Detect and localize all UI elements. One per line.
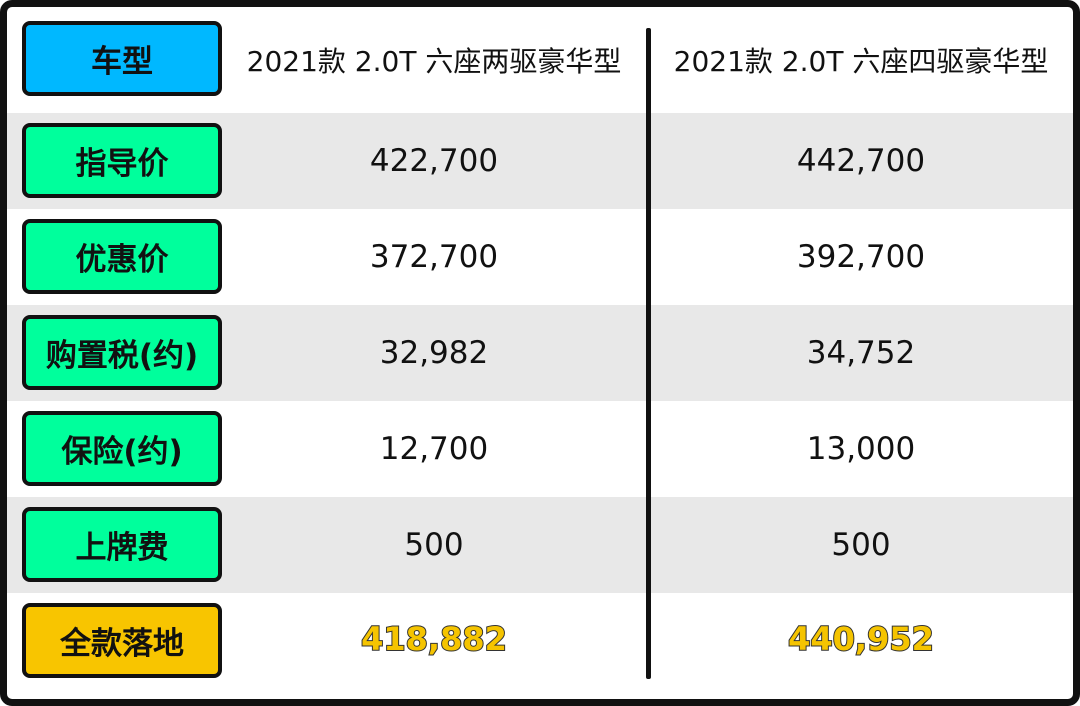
header-row: 车型 2021款 2.0T 六座两驱豪华型 2021款 2.0T 六座四驱豪华型 [7, 7, 1073, 113]
total-row: 全款落地 418,882 440,952 [7, 593, 1073, 699]
row-col2: 392,700 [796, 239, 926, 275]
table-row: 购置税(约) 32,982 34,752 [7, 305, 1073, 401]
total-col1: 418,882 [360, 619, 508, 659]
table-row: 优惠价 372,700 392,700 [7, 209, 1073, 305]
row-label: 上牌费 [22, 507, 222, 582]
header-col1: 2021款 2.0T 六座两驱豪华型 [246, 45, 622, 78]
row-label: 优惠价 [22, 219, 222, 294]
total-col2: 440,952 [787, 619, 935, 659]
row-label: 购置税(约) [22, 315, 222, 390]
row-col1: 372,700 [369, 239, 499, 275]
row-col1: 32,982 [379, 335, 489, 371]
table-row: 上牌费 500 500 [7, 497, 1073, 593]
table-row: 保险(约) 12,700 13,000 [7, 401, 1073, 497]
row-label: 指导价 [22, 123, 222, 198]
column-divider [646, 28, 651, 679]
header-col2: 2021款 2.0T 六座四驱豪华型 [673, 45, 1049, 78]
total-label: 全款落地 [22, 603, 222, 678]
row-col2: 34,752 [806, 335, 916, 371]
row-col1: 12,700 [379, 431, 489, 467]
row-col1: 500 [404, 527, 464, 563]
row-col2: 442,700 [796, 143, 926, 179]
row-col2: 13,000 [806, 431, 916, 467]
table-row: 指导价 422,700 442,700 [7, 113, 1073, 209]
row-col1: 422,700 [369, 143, 499, 179]
header-label: 车型 [22, 21, 222, 96]
row-label: 保险(约) [22, 411, 222, 486]
row-col2: 500 [831, 527, 891, 563]
